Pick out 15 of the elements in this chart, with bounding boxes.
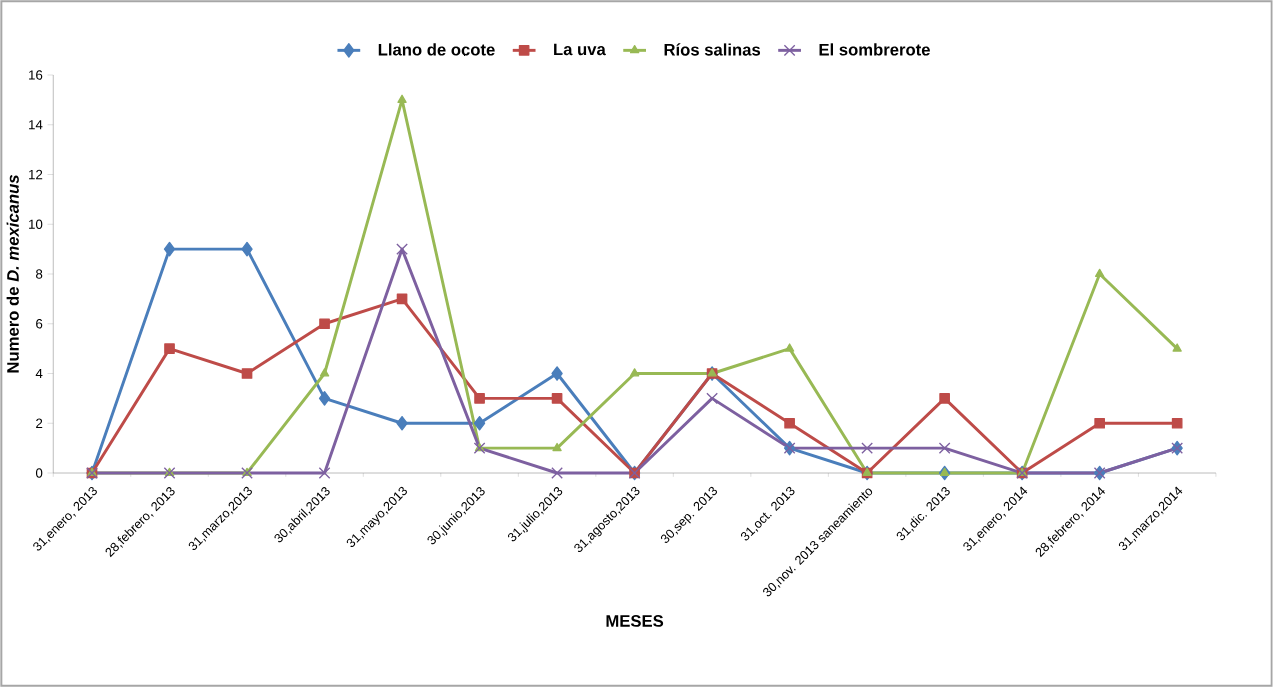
y-tick-label: 0 — [35, 468, 43, 478]
legend-label: Llano de ocote — [378, 43, 495, 56]
y-tick-label: 6 — [36, 319, 43, 329]
x-axis-title: MESES — [606, 615, 664, 627]
legend-label: El sombrerote — [819, 43, 930, 56]
y-tick-label: 10 — [29, 219, 43, 229]
y-tick-label: 8 — [36, 269, 43, 279]
y-tick-label: 2 — [36, 418, 43, 428]
legend-label: Ríos salinas — [664, 43, 761, 56]
y-tick-label: 4 — [35, 368, 43, 379]
y-axis-title: Numero de D. mexicanus — [6, 175, 19, 373]
y-tick-label: 14 — [29, 120, 43, 130]
legend-label: La uva — [554, 43, 606, 56]
y-tick-label: 12 — [29, 169, 43, 180]
y-tick-label: 16 — [29, 70, 43, 80]
